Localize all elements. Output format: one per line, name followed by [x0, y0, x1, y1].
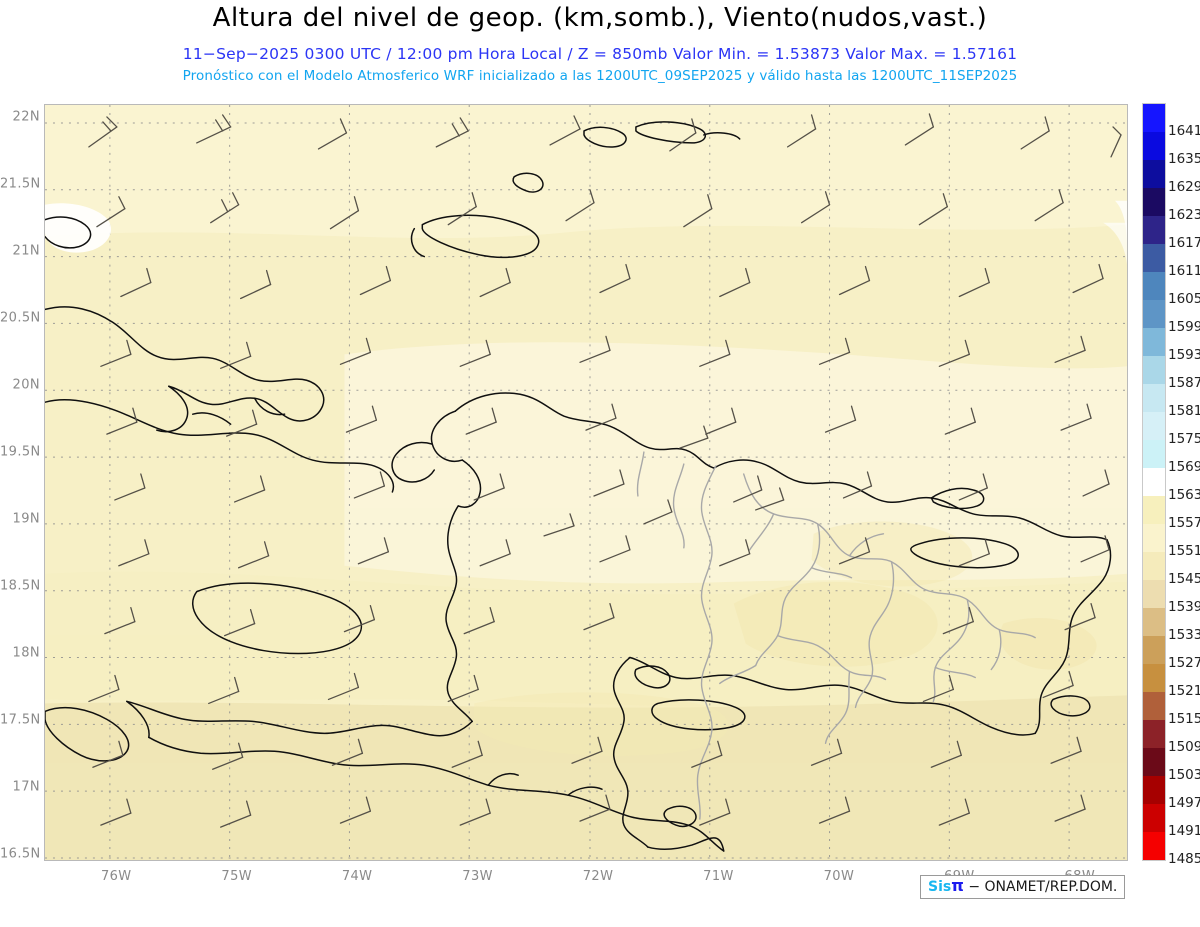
colorbar-tick-label: 1515 — [1168, 711, 1200, 727]
colorbar-segment — [1143, 804, 1165, 832]
colorbar-tick-label: 1635 — [1168, 151, 1200, 167]
colorbar-tick-label: 1527 — [1168, 655, 1200, 671]
colorbar-tick-label: 1557 — [1168, 515, 1200, 531]
colorbar-segment — [1143, 356, 1165, 384]
colorbar-segment — [1143, 244, 1165, 272]
page-title: Altura del nivel de geop. (km,somb.), Vi… — [212, 3, 988, 33]
colorbar-tick-label: 1563 — [1168, 487, 1200, 503]
forecast-meta-line: 11−Sep−2025 0300 UTC / 12:00 pm Hora Loc… — [182, 45, 1018, 63]
colorbar[interactable] — [1142, 103, 1166, 861]
colorbar-segment — [1143, 664, 1165, 692]
lon-tick-label: 76W — [100, 869, 132, 884]
lat-tick-label: 21N — [12, 243, 40, 259]
colorbar-segment — [1143, 104, 1165, 132]
lat-tick-label: 19N — [12, 511, 40, 527]
colorbar-tick-label: 1551 — [1168, 543, 1200, 559]
colorbar-tick-label: 1545 — [1168, 571, 1200, 587]
colorbar-tick-label: 1575 — [1168, 431, 1200, 447]
colorbar-segment — [1143, 496, 1165, 524]
colorbar-segment — [1143, 636, 1165, 664]
colorbar-tick-label: 1521 — [1168, 683, 1200, 699]
pi-logo-glyph: π — [951, 876, 964, 895]
map-container[interactable] — [44, 104, 1128, 861]
sis-logo-text: Sis — [928, 879, 952, 895]
colorbar-tick-label: 1617 — [1168, 235, 1200, 251]
colorbar-segment — [1143, 580, 1165, 608]
colorbar-tick-label: 1593 — [1168, 347, 1200, 363]
colorbar-segment — [1143, 468, 1165, 496]
ocean-mask — [45, 200, 1127, 265]
colorbar-tick-label: 1641 — [1168, 123, 1200, 139]
colorbar-segment — [1143, 272, 1165, 300]
model-info-line: Pronóstico con el Modelo Atmosferico WRF… — [182, 68, 1018, 84]
colorbar-segment — [1143, 608, 1165, 636]
colorbar-tick-label: 1611 — [1168, 263, 1200, 279]
lon-tick-label: 71W — [703, 869, 734, 884]
lat-tick-label: 22N — [12, 109, 40, 125]
colorbar-segment — [1143, 832, 1165, 860]
province-boundaries — [636, 451, 1036, 820]
colorbar-tick-label: 1533 — [1168, 627, 1200, 643]
colorbar-segment — [1143, 720, 1165, 748]
colorbar-segment — [1143, 328, 1165, 356]
colorbar-tick-label: 1629 — [1168, 179, 1200, 195]
agency-label: − ONAMET/REP.DOM. — [968, 879, 1118, 895]
header: Altura del nivel de geop. (km,somb.), Vi… — [0, 0, 1200, 92]
lat-tick-label: 16.5N — [0, 846, 41, 862]
colorbar-segment — [1143, 440, 1165, 468]
colorbar-segment — [1143, 300, 1165, 328]
lon-tick-label: 74W — [341, 869, 373, 884]
lon-tick-label: 70W — [823, 869, 855, 884]
colorbar-tick-label: 1605 — [1168, 291, 1200, 307]
colorbar-tick-label: 1503 — [1168, 767, 1200, 783]
lat-tick-label: 21.5N — [0, 176, 41, 192]
map-frame[interactable] — [44, 104, 1128, 861]
coastlines — [45, 121, 1112, 852]
colorbar-tick-label: 1485 — [1168, 851, 1200, 867]
lat-tick-label: 20.5N — [0, 310, 41, 326]
colorbar-segment — [1143, 216, 1165, 244]
colorbar-tick-label: 1491 — [1168, 823, 1200, 839]
attribution-badge[interactable]: Sisπ − ONAMET/REP.DOM. — [920, 875, 1126, 899]
lat-tick-label: 17.5N — [0, 712, 41, 728]
colorbar-segment — [1143, 524, 1165, 552]
lat-tick-label: 18.5N — [0, 578, 41, 594]
colorbar-segment — [1143, 748, 1165, 776]
colorbar-segment — [1143, 160, 1165, 188]
wind-barbs — [88, 113, 1122, 828]
lon-tick-label: 73W — [462, 869, 493, 884]
colorbar-tick-label: 1539 — [1168, 599, 1200, 615]
lat-tick-label: 19.5N — [0, 444, 41, 460]
colorbar-segment — [1143, 384, 1165, 412]
colorbar-segment — [1143, 132, 1165, 160]
lat-tick-label: 18N — [12, 645, 40, 661]
colorbar-segment — [1143, 552, 1165, 580]
lat-tick-label: 17N — [12, 779, 40, 795]
lat-tick-label: 20N — [12, 377, 40, 393]
colorbar-segment — [1143, 776, 1165, 804]
colorbar-tick-label: 1569 — [1168, 459, 1200, 475]
lon-tick-label: 75W — [221, 869, 253, 884]
colorbar-tick-label: 1587 — [1168, 375, 1200, 391]
colorbar-tick-labels: 1641 1635 1629 1623 1617 1611 1605 1599 1593 1587… — [1168, 103, 1200, 867]
colorbar-segment — [1143, 188, 1165, 216]
colorbar-tick-label: 1581 — [1168, 403, 1200, 419]
lon-tick-label: 72W — [582, 869, 614, 884]
map-canvas[interactable] — [45, 105, 1127, 860]
colorbar-tick-label: 1623 — [1168, 207, 1200, 223]
colorbar-tick-label: 1599 — [1168, 319, 1200, 335]
colorbar-segment — [1143, 412, 1165, 440]
colorbar-segment — [1143, 692, 1165, 720]
colorbar-tick-label: 1509 — [1168, 739, 1200, 755]
colorbar-tick-label: 1497 — [1168, 795, 1200, 811]
